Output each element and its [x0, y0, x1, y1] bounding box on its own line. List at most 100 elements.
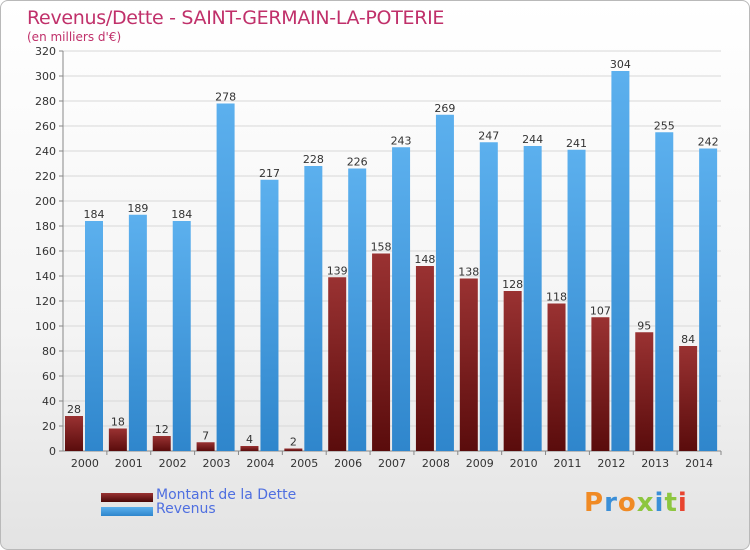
legend-swatch-debt: [101, 493, 153, 502]
debt-bar: [459, 278, 478, 451]
x-tick-label: 2003: [203, 457, 231, 470]
debt-bar: [679, 346, 698, 451]
y-tick-label: 160: [35, 245, 56, 258]
chart-title: Revenus/Dette - SAINT-GERMAIN-LA-POTERIE: [27, 7, 445, 29]
revenue-value-label: 189: [127, 202, 148, 215]
y-tick-label: 60: [42, 370, 56, 383]
x-tick-label: 2007: [378, 457, 406, 470]
debt-value-label: 7: [202, 429, 209, 442]
revenue-bar: [611, 71, 630, 451]
debt-bar: [591, 317, 610, 451]
revenue-bar: [216, 103, 235, 451]
debt-bar: [108, 428, 127, 451]
debt-bar: [372, 253, 391, 451]
x-tick-label: 2013: [641, 457, 669, 470]
debt-value-label: 139: [327, 264, 348, 277]
y-tick-label: 20: [42, 420, 56, 433]
debt-value-label: 4: [246, 433, 253, 446]
revenue-value-label: 226: [347, 156, 368, 169]
debt-bar: [284, 448, 303, 451]
revenue-value-label: 243: [391, 134, 412, 147]
y-tick-label: 280: [35, 95, 56, 108]
debt-bar: [65, 416, 83, 451]
revenue-value-label: 184: [84, 208, 105, 221]
y-tick-label: 200: [35, 195, 56, 208]
x-tick-label: 2004: [246, 457, 274, 470]
x-tick-label: 2010: [510, 457, 538, 470]
x-tick-label: 2014: [685, 457, 713, 470]
y-tick-label: 40: [42, 395, 56, 408]
y-tick-label: 220: [35, 170, 56, 183]
revenue-value-label: 247: [478, 129, 499, 142]
y-tick-label: 320: [35, 45, 56, 58]
revenue-bar: [85, 221, 103, 451]
debt-bar: [328, 277, 347, 451]
y-tick-label: 180: [35, 220, 56, 233]
revenue-bar: [260, 179, 279, 451]
x-tick-label: 2012: [597, 457, 625, 470]
revenue-bar: [392, 147, 411, 451]
revenue-bar: [523, 146, 542, 451]
y-tick-label: 260: [35, 120, 56, 133]
debt-value-label: 18: [111, 416, 125, 429]
revenue-bar: [304, 166, 323, 451]
revenue-bar: [479, 142, 498, 451]
debt-value-label: 158: [371, 241, 392, 254]
revenue-value-label: 241: [566, 137, 587, 150]
x-tick-label: 2005: [290, 457, 318, 470]
debt-value-label: 107: [590, 304, 611, 317]
y-tick-label: 300: [35, 70, 56, 83]
debt-value-label: 95: [637, 319, 651, 332]
x-tick-label: 2000: [71, 457, 99, 470]
chart-subtitle: (en milliers d'€): [27, 30, 122, 44]
revenue-bar: [655, 132, 674, 451]
debt-bar: [503, 291, 522, 451]
y-tick-label: 100: [35, 320, 56, 333]
x-tick-label: 2006: [334, 457, 362, 470]
y-tick-label: 140: [35, 270, 56, 283]
revenue-value-label: 278: [215, 91, 236, 104]
legend-label-debt: Montant de la Dette: [156, 487, 297, 503]
debt-value-label: 138: [458, 266, 479, 279]
debt-bar: [547, 303, 566, 451]
debt-bar: [415, 266, 434, 451]
debt-bar: [635, 332, 654, 451]
revenue-value-label: 244: [522, 133, 543, 146]
debt-bar: [196, 442, 215, 451]
debt-bar: [152, 436, 171, 451]
y-tick-label: 240: [35, 145, 56, 158]
revenue-bar: [172, 221, 191, 451]
debt-value-label: 148: [414, 253, 435, 266]
x-tick-label: 2009: [466, 457, 494, 470]
y-tick-label: 0: [49, 445, 56, 458]
revenue-value-label: 242: [698, 136, 719, 149]
debt-value-label: 12: [155, 423, 169, 436]
debt-value-label: 28: [67, 403, 81, 416]
revenue-bar: [128, 214, 147, 451]
proxiti-logo: Proxiti: [584, 488, 688, 518]
legend-swatch-revenue: [101, 507, 153, 516]
debt-value-label: 2: [290, 436, 297, 449]
revenue-bar: [699, 148, 718, 451]
y-tick-label: 80: [42, 345, 56, 358]
revenue-value-label: 269: [434, 102, 455, 115]
legend-label-revenue: Revenus: [156, 501, 216, 517]
revenue-bar: [348, 168, 367, 451]
x-tick-label: 2011: [553, 457, 581, 470]
revenue-bar: [435, 114, 454, 451]
x-tick-label: 2001: [115, 457, 143, 470]
revenue-bar: [567, 149, 586, 451]
revenue-value-label: 217: [259, 167, 280, 180]
x-tick-label: 2002: [159, 457, 187, 470]
revenue-value-label: 228: [303, 153, 324, 166]
y-tick-label: 120: [35, 295, 56, 308]
debt-value-label: 84: [681, 333, 695, 346]
debt-value-label: 118: [546, 291, 567, 304]
revenue-value-label: 184: [171, 208, 192, 221]
x-tick-label: 2008: [422, 457, 450, 470]
revenue-value-label: 304: [610, 58, 631, 71]
debt-bar: [240, 446, 259, 451]
debt-value-label: 128: [502, 278, 523, 291]
